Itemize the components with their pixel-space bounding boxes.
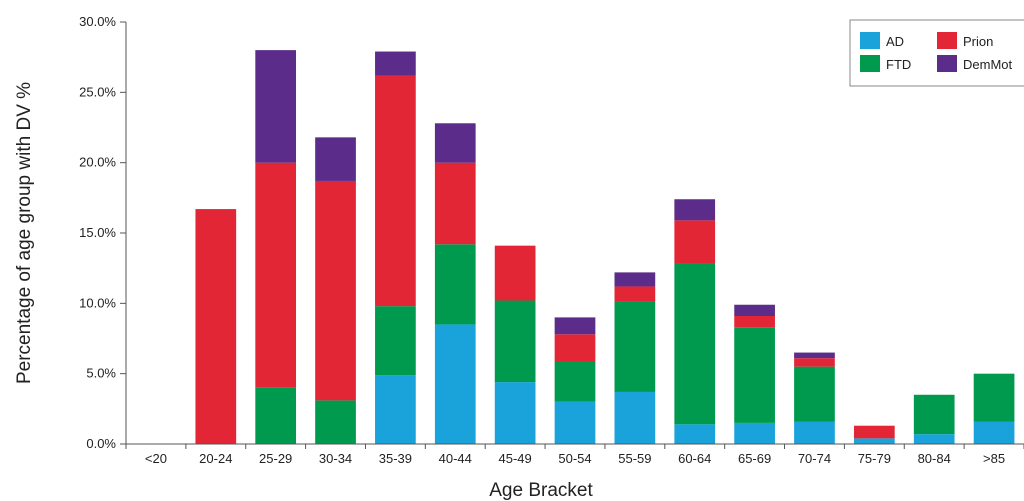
bar-ftd-65-69	[734, 327, 775, 423]
bar-ad-65-69	[734, 422, 775, 444]
y-tick-label: 10.0%	[79, 295, 116, 310]
legend-swatch-prion	[937, 32, 957, 49]
x-tick-label: 50-54	[558, 451, 591, 466]
legend-swatch-demmot	[937, 55, 957, 72]
y-tick-label: 15.0%	[79, 225, 116, 240]
bar-ftd-40-44	[434, 244, 476, 325]
bar-ad-55-59	[614, 391, 656, 444]
bar-ad-70-74	[794, 421, 835, 444]
bar-ad-45-49	[494, 382, 536, 444]
bar-ftd-35-39	[375, 306, 416, 376]
y-tick-label: 20.0%	[79, 155, 116, 170]
legend: AD Prion FTD DemMot	[849, 19, 1024, 87]
x-tick-label: 75-79	[858, 451, 891, 466]
bar-ftd-30-34	[315, 400, 356, 444]
bar-ad-80-84	[913, 434, 955, 444]
bar-demmot-25-29	[255, 50, 297, 163]
bar-prion-70-74	[794, 358, 835, 367]
x-ticks: <20 20-24 25-29 30-34 35-39 40-44 45-49 50-54 55…	[125, 444, 1024, 466]
bar-ad-60-64	[674, 424, 716, 444]
x-tick-label: 40-44	[439, 451, 472, 466]
bar-prion-40-44	[434, 162, 476, 245]
y-tick-label: 5.0%	[86, 366, 116, 381]
bar-prion-45-49	[494, 245, 536, 301]
bar-ad-35-39	[375, 375, 416, 444]
x-tick-label: 35-39	[379, 451, 412, 466]
bar-ftd->85	[973, 373, 1015, 422]
x-tick-label: 20-24	[199, 451, 232, 466]
bar-ad-75-79	[853, 438, 895, 444]
x-tick-label: 45-49	[499, 451, 532, 466]
plot-area: 0.0% 5.0% 10.0% 15.0% 20.0% 25.0% 30.0% <20 20-…	[79, 14, 1024, 466]
x-tick-label: 65-69	[738, 451, 771, 466]
bar-prion-50-54	[554, 334, 596, 362]
bar-ftd-80-84	[913, 394, 955, 435]
legend-items: AD Prion FTD DemMot	[860, 32, 1013, 72]
x-tick-label: >85	[983, 451, 1005, 466]
y-ticks: 0.0% 5.0% 10.0% 15.0% 20.0% 25.0% 30.0%	[79, 14, 126, 451]
x-tick-label: 80-84	[918, 451, 951, 466]
bar-ftd-25-29	[255, 387, 297, 444]
y-tick-label: 25.0%	[79, 84, 116, 99]
bar-prion-35-39	[375, 75, 416, 307]
x-tick-label: 60-64	[678, 451, 711, 466]
bar-prion-65-69	[734, 315, 775, 328]
bar-demmot-60-64	[674, 199, 716, 221]
legend-swatch-ad	[860, 32, 880, 49]
y-axis-title: Percentage of age group with DV %	[14, 82, 35, 384]
bar-ftd-50-54	[554, 361, 596, 402]
bar-prion-55-59	[614, 286, 656, 302]
bar-ftd-55-59	[614, 301, 656, 392]
bar-demmot-30-34	[315, 137, 356, 181]
bar-demmot-35-39	[375, 51, 416, 76]
legend-swatch-ftd	[860, 55, 880, 72]
bars-layer	[195, 50, 1015, 444]
bar-prion-60-64	[674, 220, 716, 264]
bar-prion-25-29	[255, 162, 297, 388]
bar-prion-75-79	[853, 425, 895, 439]
bar-ad->85	[973, 421, 1015, 444]
bar-demmot-40-44	[434, 123, 476, 163]
bar-ftd-60-64	[674, 263, 716, 425]
bar-demmot-65-69	[734, 304, 775, 316]
x-tick-label: 70-74	[798, 451, 831, 466]
legend-label-demmot: DemMot	[963, 57, 1013, 72]
x-tick-label: <20	[145, 451, 167, 466]
legend-label-ad: AD	[886, 34, 904, 49]
x-axis-title: Age Bracket	[489, 480, 593, 501]
legend-box	[849, 19, 1024, 87]
bar-prion-30-34	[315, 180, 356, 401]
legend-label-prion: Prion	[963, 34, 993, 49]
x-tick-label: 55-59	[618, 451, 651, 466]
bar-demmot-70-74	[794, 352, 835, 359]
bar-prion-20-24	[195, 209, 237, 444]
bar-demmot-55-59	[614, 272, 656, 287]
y-tick-label: 0.0%	[86, 436, 116, 451]
x-tick-label: 25-29	[259, 451, 292, 466]
x-tick-label: 30-34	[319, 451, 352, 466]
y-tick-label: 30.0%	[79, 14, 116, 29]
bar-ad-40-44	[434, 324, 476, 444]
legend-label-ftd: FTD	[886, 57, 911, 72]
bar-demmot-50-54	[554, 317, 596, 335]
bar-ad-50-54	[554, 401, 596, 444]
bar-ftd-70-74	[794, 366, 835, 422]
bar-ftd-45-49	[494, 300, 536, 383]
